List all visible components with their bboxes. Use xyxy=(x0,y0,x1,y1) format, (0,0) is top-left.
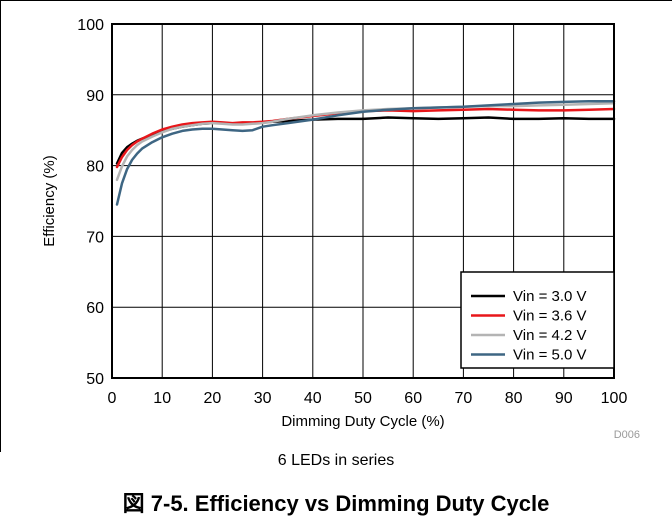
x-tick-label: 10 xyxy=(153,390,171,407)
figure-caption: 6 LEDs in series xyxy=(277,452,395,469)
x-tick-label: 0 xyxy=(108,390,117,407)
tick-labels: 0 10 20 30 40 50 60 70 80 90 100 50 60 70 80 90 100 xyxy=(77,17,627,407)
legend-label: Vin = 3.6 V xyxy=(513,308,587,325)
series-line-4 xyxy=(115,99,616,206)
chart-canvas: 0 10 20 30 40 50 60 70 80 90 100 50 60 70 80 90 100 Dimm… xyxy=(0,0,672,452)
figure-code: D006 xyxy=(614,429,640,441)
grid xyxy=(112,24,614,378)
y-tick-label: 70 xyxy=(86,229,104,246)
x-tick-label: 20 xyxy=(204,390,222,407)
series-line-3 xyxy=(115,102,616,182)
series-lines xyxy=(115,99,616,206)
y-tick-label: 90 xyxy=(86,88,104,105)
x-tick-label: 50 xyxy=(354,390,372,407)
y-axis-label: Efficiency (%) xyxy=(41,155,58,246)
legend: Vin = 3.0 V Vin = 3.6 V Vin = 4.2 V Vin = 5… xyxy=(460,271,615,369)
plot-border xyxy=(111,23,615,379)
legend-label: Vin = 3.0 V xyxy=(513,288,587,305)
x-tick-label: 90 xyxy=(555,390,573,407)
y-tick-label: 60 xyxy=(86,300,104,317)
y-tick-label: 100 xyxy=(77,17,104,34)
legend-label: Vin = 5.0 V xyxy=(513,347,587,364)
x-tick-label: 80 xyxy=(505,390,523,407)
x-tick-label: 40 xyxy=(304,390,322,407)
x-tick-label: 100 xyxy=(601,390,628,407)
y-tick-label: 80 xyxy=(86,159,104,176)
figure-title: 図 7-5. Efficiency vs Dimming Duty Cycle xyxy=(122,491,550,516)
legend-box xyxy=(460,271,615,369)
x-tick-label: 30 xyxy=(254,390,272,407)
x-tick-label: 60 xyxy=(404,390,422,407)
series-line-2 xyxy=(115,107,616,169)
x-tick-label: 70 xyxy=(455,390,473,407)
y-tick-label: 50 xyxy=(86,371,104,388)
x-axis-label: Dimming Duty Cycle (%) xyxy=(281,413,444,430)
legend-label: Vin = 4.2 V xyxy=(513,327,587,344)
